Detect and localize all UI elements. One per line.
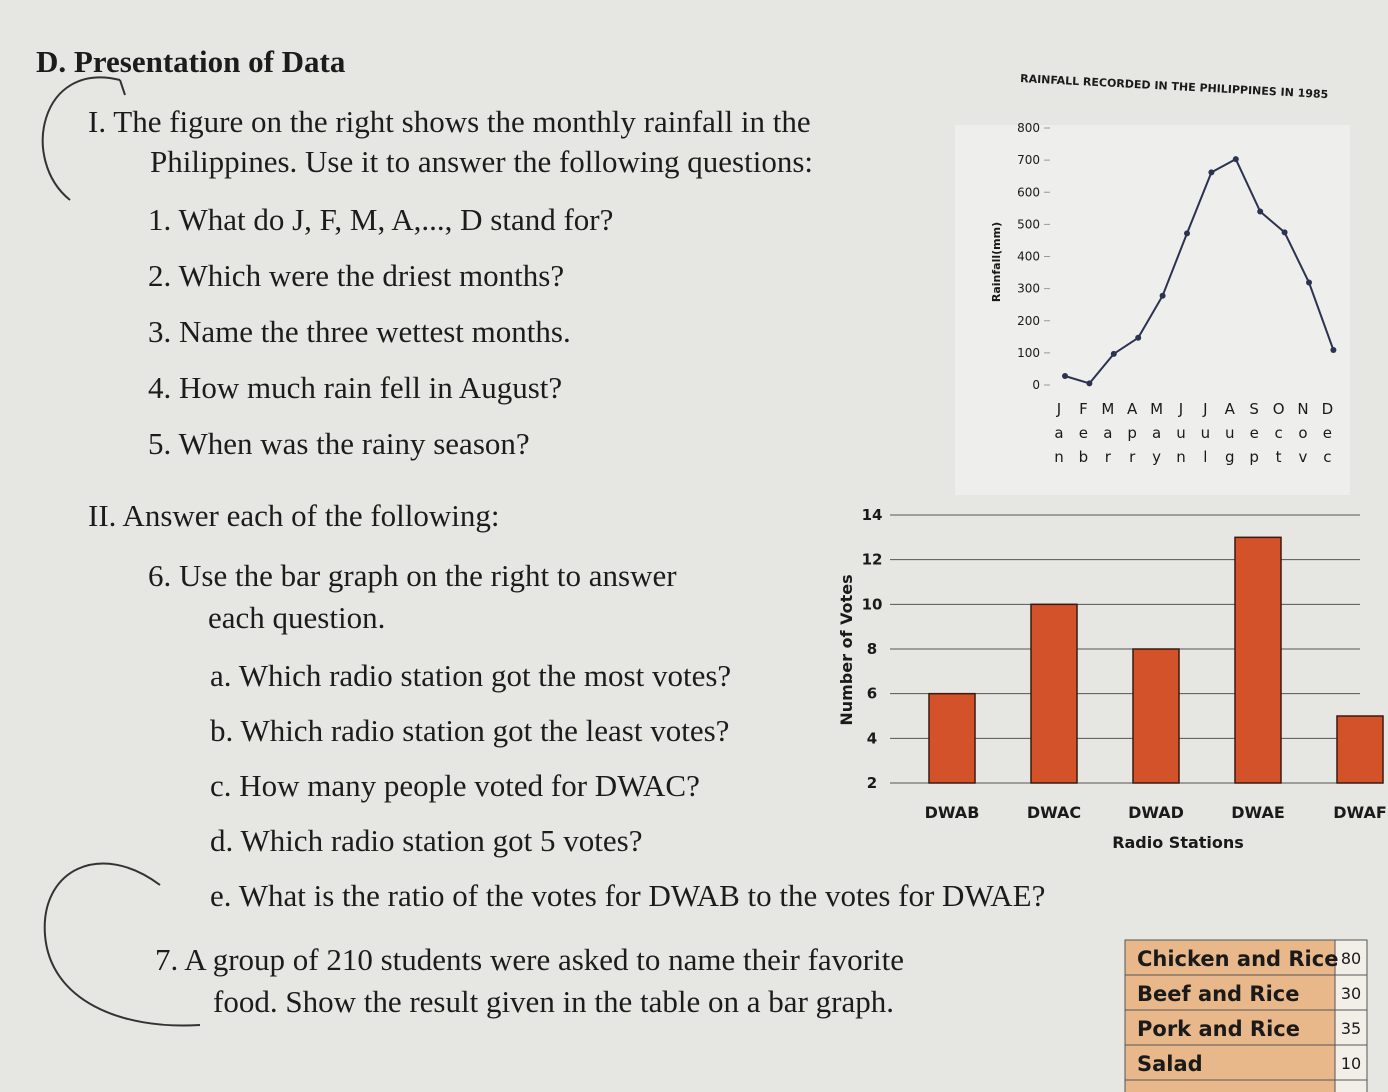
table-value: 15 xyxy=(1341,1089,1361,1092)
table-cell xyxy=(1334,1079,1368,1092)
table-label: Salad xyxy=(1137,1052,1203,1076)
part-heading: II. Answer each of the following: xyxy=(88,498,500,533)
x-tick-label: DWAC xyxy=(1027,803,1081,822)
line-chart-panel xyxy=(955,125,1350,495)
y-tick-label: 400 xyxy=(1017,250,1040,264)
table-cell xyxy=(1334,939,1368,976)
sub-question: e. What is the ratio of the votes for DW… xyxy=(210,878,1045,913)
table-cell xyxy=(1334,974,1368,1011)
data-point xyxy=(1257,208,1264,215)
table-value: 30 xyxy=(1341,984,1361,1003)
y-axis-label: Rainfall(mm) xyxy=(990,222,1003,302)
y-tick-label: 100 xyxy=(1017,346,1040,360)
y-tick-label: 300 xyxy=(1017,282,1040,296)
table-cell xyxy=(1124,1079,1336,1092)
bar xyxy=(1030,603,1078,784)
data-point xyxy=(1062,373,1068,380)
x-tick-label: Oct xyxy=(1270,400,1288,472)
table-value: 80 xyxy=(1341,949,1361,968)
x-tick-label: Jun xyxy=(1172,400,1190,472)
bar xyxy=(1336,715,1384,784)
table-cell xyxy=(1124,1044,1336,1081)
table-label: Chicken and Rice xyxy=(1137,947,1338,971)
data-point xyxy=(1232,156,1239,163)
intro-line: Philippines. Use it to answer the follow… xyxy=(150,144,813,179)
question: 7. A group of 210 students were asked to… xyxy=(155,942,904,977)
data-point xyxy=(1208,169,1215,176)
data-point xyxy=(1086,380,1093,387)
x-tick-label: Jul xyxy=(1196,400,1214,472)
y-tick-label: 8 xyxy=(867,640,877,658)
x-tick-label: DWAD xyxy=(1128,803,1184,822)
rainfall-line xyxy=(1064,157,1335,385)
question: food. Show the result given in the table… xyxy=(213,984,894,1019)
x-tick-label: Dec xyxy=(1318,400,1336,472)
section-heading: D. Presentation of Data xyxy=(36,44,346,79)
pen-mark xyxy=(41,76,126,201)
x-tick-label: Jan xyxy=(1050,400,1068,472)
question: 2. Which were the driest months? xyxy=(148,258,564,293)
bar xyxy=(1234,536,1282,784)
y-tick-label: 6 xyxy=(867,685,877,703)
x-tick-label: Nov xyxy=(1294,400,1312,472)
data-point xyxy=(1110,350,1117,357)
table-value: 35 xyxy=(1341,1019,1361,1038)
x-tick-label: Aug xyxy=(1221,400,1239,472)
data-point xyxy=(1159,292,1166,299)
table-value: 10 xyxy=(1341,1054,1361,1073)
x-tick-label: Feb xyxy=(1074,400,1092,472)
intro-line: I. The figure on the right shows the mon… xyxy=(88,104,811,139)
data-point xyxy=(1135,334,1142,341)
sub-question: d. Which radio station got 5 votes? xyxy=(210,823,643,858)
y-tick-label: 500 xyxy=(1017,217,1040,231)
table-label: Beef and Rice xyxy=(1137,982,1299,1006)
y-tick-label: 800 xyxy=(1017,121,1040,135)
bar xyxy=(1132,648,1180,784)
data-point xyxy=(1330,346,1337,353)
y-axis-label: Number of Votes xyxy=(837,574,856,725)
y-tick-label: 700 xyxy=(1017,153,1040,167)
question: each question. xyxy=(208,600,385,635)
data-point xyxy=(1184,230,1190,237)
x-axis-label: Radio Stations xyxy=(1112,833,1244,852)
x-tick-label: DWAE xyxy=(1231,803,1285,822)
y-tick-label: 600 xyxy=(1017,185,1040,199)
table-cell xyxy=(1124,974,1336,1011)
table-cell xyxy=(1334,1044,1368,1081)
sub-question: a. Which radio station got the most vote… xyxy=(210,658,731,693)
pen-mark xyxy=(43,862,201,1027)
x-tick-label: Apr xyxy=(1123,400,1141,472)
sub-question: c. How many people voted for DWAC? xyxy=(210,768,700,803)
question: 5. When was the rainy season? xyxy=(148,426,530,461)
y-tick-label: 12 xyxy=(862,551,883,569)
question: 6. Use the bar graph on the right to ans… xyxy=(148,558,677,593)
x-tick-label: Sep xyxy=(1245,400,1263,472)
x-tick-label: DWAF xyxy=(1333,803,1387,822)
table-cell xyxy=(1334,1009,1368,1046)
question: 4. How much rain fell in August? xyxy=(148,370,562,405)
y-tick-label: 2 xyxy=(867,774,877,792)
sub-question: b. Which radio station got the least vot… xyxy=(210,713,729,748)
x-tick-label: Mar xyxy=(1099,400,1117,472)
table-label: Pork and Rice xyxy=(1137,1017,1300,1041)
y-tick-label: 0 xyxy=(1032,378,1040,392)
y-tick-label: 200 xyxy=(1017,314,1040,328)
y-tick-label: 14 xyxy=(862,506,883,524)
bar xyxy=(928,692,976,784)
question: 3. Name the three wettest months. xyxy=(148,314,571,349)
y-tick-label: 10 xyxy=(862,595,883,613)
question: 1. What do J, F, M, A,..., D stand for? xyxy=(148,202,613,237)
x-tick-label: May xyxy=(1148,400,1166,472)
data-point xyxy=(1306,279,1312,286)
data-point xyxy=(1281,229,1288,236)
x-tick-label: DWAB xyxy=(925,803,980,822)
y-tick-label: 4 xyxy=(867,729,877,747)
